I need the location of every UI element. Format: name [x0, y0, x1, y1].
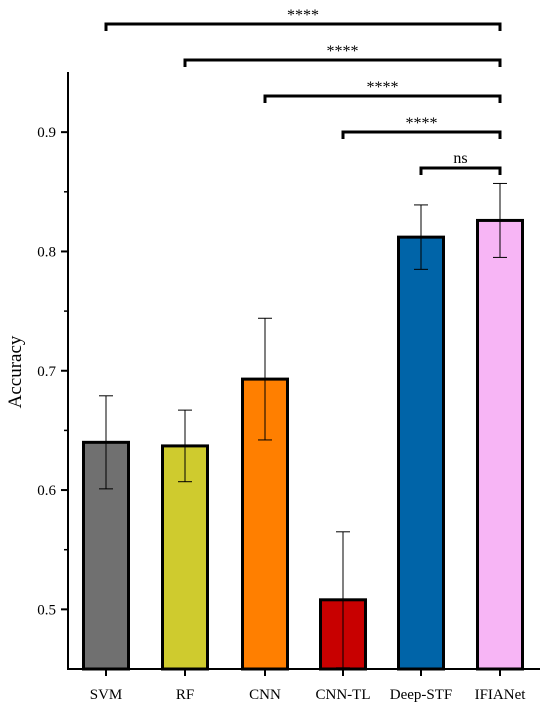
x-tick-label-ifianet: IFIANet	[475, 687, 527, 703]
significance-bracket: ****	[341, 115, 502, 139]
y-axis-title: Accuracy	[5, 335, 26, 408]
significance-label: ns	[453, 150, 467, 167]
error-bar-deep-stf	[414, 204, 428, 270]
bar-deep-stf	[397, 235, 445, 671]
y-tick-label: 0.7	[37, 364, 56, 380]
error-bar-cnn	[258, 317, 272, 441]
bracket-line	[341, 130, 502, 139]
bars	[82, 218, 524, 671]
bracket-line	[419, 166, 502, 175]
error-bar-rf	[178, 409, 192, 483]
significance-label: ****	[406, 115, 438, 132]
significance-bracket: ****	[104, 7, 502, 31]
x-tick-label-rf: RF	[176, 687, 194, 703]
x-tick-label-deep-stf: Deep-STF	[390, 687, 453, 703]
error-bar-svm	[99, 395, 113, 490]
significance-bracket: ****	[263, 79, 502, 103]
y-tick-label: 0.9	[37, 125, 56, 141]
significance-brackets: **** **** **** **** ns	[104, 7, 502, 175]
error-bars	[99, 182, 507, 669]
bracket-line	[263, 94, 502, 103]
x-tick-label-cnn-tl: CNN-TL	[316, 687, 371, 703]
significance-label: ****	[327, 43, 359, 60]
error-bar-cnn-tl	[336, 531, 350, 669]
x-tick-label-svm: SVM	[90, 687, 123, 703]
y-tick-label: 0.8	[37, 244, 56, 260]
axes: SVM RF CNN CNN-TL Deep-STF IFIANet 0.5 0.6 0.7 0.…	[37, 72, 540, 703]
significance-bracket: ns	[419, 150, 502, 175]
x-tick-label-cnn: CNN	[249, 687, 281, 703]
significance-label: ****	[287, 7, 319, 24]
significance-bracket: ****	[183, 43, 502, 67]
bracket-line	[104, 22, 502, 31]
y-tick-label: 0.6	[37, 483, 56, 499]
significance-label: ****	[367, 79, 399, 96]
bracket-line	[183, 58, 502, 67]
bar-ifianet	[476, 218, 524, 671]
error-bar-ifianet	[493, 182, 507, 258]
y-tick-label: 0.5	[37, 602, 56, 618]
